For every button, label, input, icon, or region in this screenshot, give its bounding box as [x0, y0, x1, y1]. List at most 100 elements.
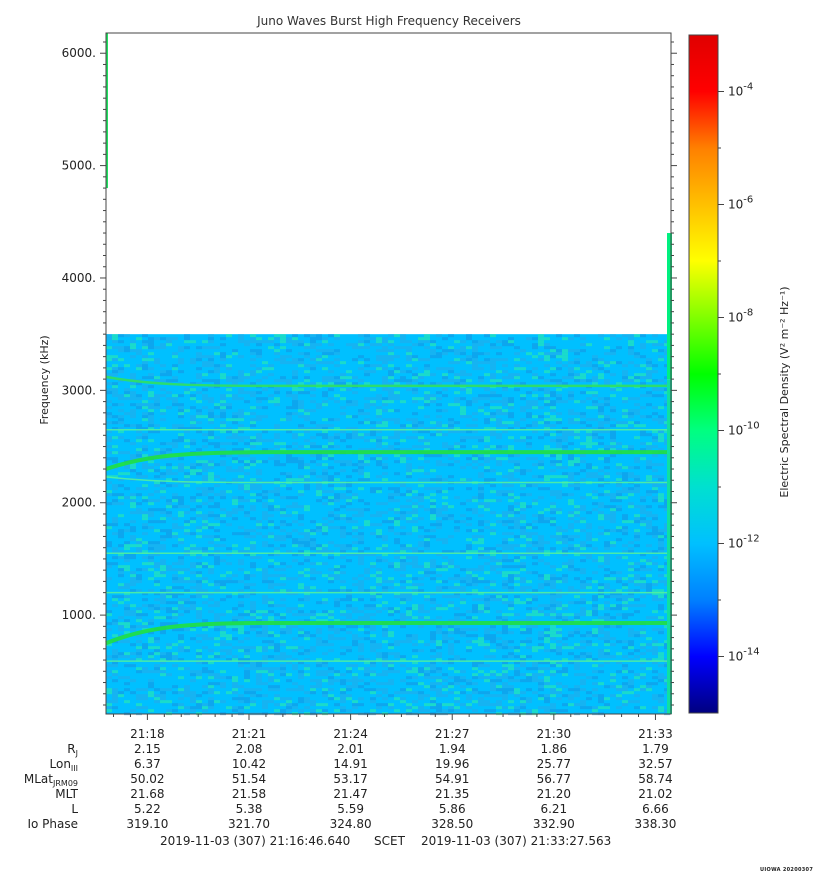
noise-cell [268, 673, 274, 677]
noise-cell [196, 610, 202, 614]
noise-cell [352, 640, 358, 644]
noise-cell [202, 406, 208, 410]
noise-cell [622, 607, 628, 611]
noise-cell [382, 355, 388, 359]
noise-cell [322, 598, 328, 602]
noise-cell [526, 484, 532, 488]
noise-cell [544, 487, 550, 491]
noise-cell [400, 334, 406, 338]
noise-cell [640, 373, 646, 377]
noise-cell [430, 640, 436, 644]
noise-cell [622, 529, 628, 533]
noise-cell [358, 478, 364, 482]
noise-cell [304, 658, 310, 662]
noise-cell [358, 526, 364, 530]
noise-cell [538, 520, 544, 524]
noise-cell [598, 631, 604, 635]
noise-cell [496, 379, 502, 383]
noise-cell [520, 487, 526, 491]
noise-cell [328, 454, 334, 458]
noise-cell [520, 586, 526, 590]
noise-cell [406, 691, 412, 695]
noise-cell [220, 685, 226, 689]
noise-cell [154, 607, 160, 611]
noise-cell [358, 511, 364, 515]
noise-cell [406, 370, 412, 374]
noise-cell [382, 589, 388, 593]
noise-cell [172, 367, 178, 371]
noise-cell [274, 508, 280, 512]
noise-cell [472, 568, 478, 572]
noise-cell [616, 478, 622, 482]
noise-cell [646, 460, 652, 464]
noise-cell [358, 610, 364, 614]
noise-cell [604, 553, 610, 557]
noise-cell [628, 565, 634, 569]
noise-cell [310, 472, 316, 476]
noise-cell [424, 571, 430, 575]
noise-cell [142, 343, 148, 347]
noise-cell [304, 586, 310, 590]
noise-cell [604, 364, 610, 368]
noise-cell [154, 598, 160, 602]
noise-cell [202, 475, 208, 479]
noise-cell [208, 598, 214, 602]
noise-cell [496, 571, 502, 575]
noise-cell [142, 604, 148, 608]
noise-cell [292, 667, 298, 671]
noise-cell [298, 631, 304, 635]
noise-cell [430, 661, 436, 665]
noise-cell [160, 547, 166, 551]
noise-cell [298, 517, 304, 521]
noise-cell [544, 637, 550, 641]
noise-cell [472, 664, 478, 668]
noise-cell [508, 676, 514, 680]
noise-cell [538, 679, 544, 683]
noise-cell [436, 616, 442, 620]
noise-cell [328, 625, 334, 629]
noise-cell [616, 346, 622, 350]
noise-cell [532, 337, 538, 341]
noise-cell [304, 466, 310, 470]
noise-cell [268, 616, 274, 620]
noise-cell [364, 661, 370, 665]
noise-cell [340, 586, 346, 590]
noise-cell [346, 613, 352, 617]
noise-cell [550, 535, 556, 539]
noise-cell [382, 607, 388, 611]
noise-cell [646, 589, 652, 593]
noise-cell [412, 511, 418, 515]
noise-cell [280, 577, 286, 581]
noise-cell [430, 565, 436, 569]
noise-cell [544, 394, 550, 398]
noise-cell [256, 439, 262, 443]
noise-cell [352, 493, 358, 497]
noise-cell [184, 427, 190, 431]
noise-cell [526, 616, 532, 620]
noise-cell [256, 415, 262, 419]
noise-cell [166, 379, 172, 383]
noise-cell [136, 688, 142, 692]
noise-cell [226, 658, 232, 662]
noise-cell [172, 601, 178, 605]
noise-cell [112, 661, 118, 665]
noise-cell [292, 397, 298, 401]
noise-cell [106, 691, 112, 695]
noise-cell [424, 472, 430, 476]
noise-cell [454, 691, 460, 695]
noise-cell [274, 562, 280, 566]
noise-cell [142, 433, 148, 437]
noise-cell [562, 352, 568, 356]
noise-cell [238, 469, 244, 473]
noise-cell [358, 469, 364, 473]
noise-cell [400, 430, 406, 434]
noise-cell [502, 595, 508, 599]
noise-cell [220, 394, 226, 398]
noise-cell [142, 400, 148, 404]
noise-cell [598, 526, 604, 530]
noise-cell [412, 376, 418, 380]
noise-cell [532, 526, 538, 530]
noise-cell [178, 499, 184, 503]
noise-cell [502, 556, 508, 560]
noise-cell [280, 448, 286, 452]
